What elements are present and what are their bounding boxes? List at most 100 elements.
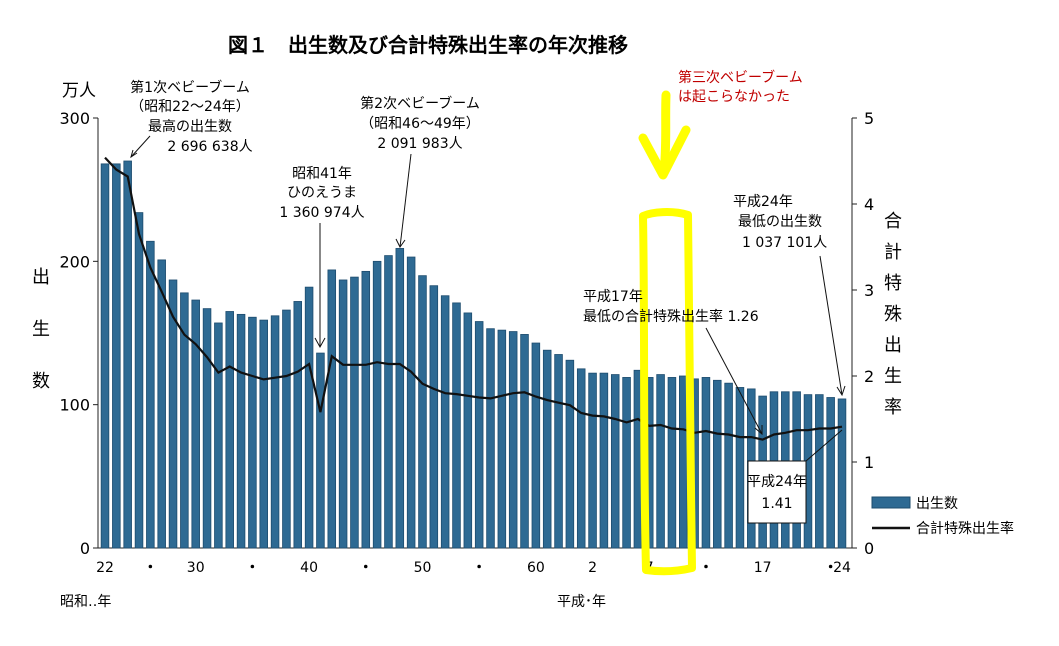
right-axis-label-char: 特 (884, 273, 902, 294)
x-tick-label: 22 (96, 560, 114, 576)
bar-1980 (474, 321, 484, 549)
bar-1988 (565, 359, 575, 549)
right-axis-label-char: 合 (884, 211, 902, 232)
bar-1975 (418, 275, 427, 549)
boom2-line2: （昭和46～49年） (360, 116, 480, 132)
bar-1967 (327, 269, 337, 549)
hinoeuma-line1: 昭和41年 (292, 166, 352, 182)
boom3-line2: は起こらなかった (678, 89, 790, 105)
bar-1969 (350, 276, 359, 549)
bar-2002 (724, 382, 733, 549)
bar-1997 (667, 377, 677, 549)
bar-1974 (406, 256, 416, 549)
bar-1992 (610, 374, 620, 549)
annotation-heisei17: 平成17年 最低の合計特殊出生率 1.26 (583, 289, 763, 436)
legend-swatch-bar (871, 496, 911, 509)
annotation-hinoeuma: 昭和41年 ひのえうま 1 360 974人 (279, 166, 365, 349)
heisei24-births-line1: 平成24年 (733, 194, 793, 210)
right-axis-label-char: 計 (884, 242, 902, 263)
x-tick-label: 2 (588, 560, 597, 576)
right-axis-label-char: 生 (884, 366, 902, 387)
bar-1976 (429, 285, 439, 549)
bar-1962 (270, 315, 280, 549)
x-tick-label: 30 (187, 560, 205, 576)
bar-2011 (826, 397, 835, 549)
chart-title: 図１ 出生数及び合計特殊出生率の年次推移 (228, 33, 628, 57)
right-axis-ticks: 0 1 2 3 4 5 (852, 109, 874, 558)
annotation-heisei24-tfr: 平成24年 1.41 (747, 429, 843, 524)
right-tick-label: 3 (864, 281, 874, 300)
highlight-box (639, 208, 696, 576)
bar-1970 (361, 270, 371, 549)
legend-item-tfr: 合計特殊出生率 (872, 520, 1014, 537)
x-tick-label: ・ (245, 560, 259, 576)
bar-2000 (701, 377, 711, 549)
hinoeuma-line3: 1 360 974人 (279, 205, 364, 221)
boom3-line1: 第三次ベビーブーム (678, 69, 803, 86)
boom1-line3: 最高の出生数 (148, 118, 232, 135)
bar-1993 (622, 377, 631, 549)
bar-1991 (599, 372, 609, 549)
bar-1978 (452, 302, 461, 549)
heisei24-births-line3: 1 037 101人 (742, 235, 827, 251)
left-axis-label-char: 出 (32, 267, 50, 288)
bar-1989 (576, 368, 586, 549)
legend-label-tfr: 合計特殊出生率 (916, 520, 1014, 537)
legend: 出生数 合計特殊出生率 (871, 496, 1014, 537)
x-tick-label: ・ (824, 560, 838, 576)
annotation-boom2: 第2次ベビーブーム （昭和46～49年） 2 091 983人 (360, 95, 480, 248)
boom1-line2: （昭和22～24年） (130, 99, 250, 115)
heisei24-tfr-line2: 1.41 (761, 496, 792, 512)
x-tick-label: 60 (527, 560, 545, 576)
bar-1998 (679, 375, 688, 549)
bar-1972 (384, 255, 393, 549)
bar-2010 (815, 394, 824, 549)
bar-1982 (497, 329, 507, 549)
x-tick-label: 50 (414, 560, 432, 576)
boom1-line1: 第1次ベビーブーム (130, 79, 250, 96)
bar-1973 (395, 248, 405, 549)
bar-1956 (202, 308, 212, 549)
era-label-showa: 昭和‥年 (60, 594, 111, 610)
bar-1963 (282, 309, 291, 549)
x-tick-label: 17 (754, 560, 772, 576)
bar-1948 (112, 163, 121, 549)
bar-1961 (259, 319, 268, 549)
bar-1996 (656, 374, 665, 549)
bar-1990 (588, 372, 597, 549)
right-axis-label-char: 率 (884, 397, 902, 418)
bar-1950 (134, 212, 144, 549)
annotation-boom1: 第1次ベビーブーム （昭和22～24年） 最高の出生数 2 696 638人 (130, 79, 253, 159)
bar-1983 (508, 331, 518, 549)
bar-1965 (304, 286, 314, 549)
boom2-line3: 2 091 983人 (377, 136, 462, 152)
bar-1968 (338, 279, 348, 549)
bar-1971 (372, 260, 382, 549)
bar-1981 (486, 328, 495, 549)
bar-1959 (236, 313, 246, 549)
x-tick-label: 24 (833, 560, 851, 576)
left-axis-unit: 万人 (62, 81, 96, 101)
bar-1979 (463, 312, 473, 549)
right-tick-label: 4 (864, 195, 874, 214)
bar-1949 (123, 160, 132, 549)
highlight-arrow (638, 90, 691, 180)
right-tick-label: 0 (864, 539, 874, 558)
legend-item-births: 出生数 (871, 496, 958, 512)
x-tick-label: ・ (359, 560, 373, 576)
bar-1947 (100, 163, 110, 549)
x-tick-label: 40 (300, 560, 318, 576)
left-axis-ticks: 0 100 200 300 (59, 109, 98, 558)
bar-1977 (440, 295, 450, 549)
bar-1960 (248, 316, 257, 549)
right-axis-label-char: 殊 (884, 304, 902, 325)
left-tick-label: 200 (59, 252, 90, 271)
bar-1953 (168, 279, 178, 549)
heisei17-line1: 平成17年 (583, 289, 643, 305)
bar-1952 (157, 259, 166, 549)
x-axis-ticks: 22 ・ 30 ・ 40 ・ 50 ・ 60 2 7 ・ 17 ・24 (96, 560, 851, 576)
bar-2003 (735, 387, 745, 549)
bar-2012 (837, 398, 847, 549)
boom1-line4: 2 696 638人 (167, 139, 252, 155)
